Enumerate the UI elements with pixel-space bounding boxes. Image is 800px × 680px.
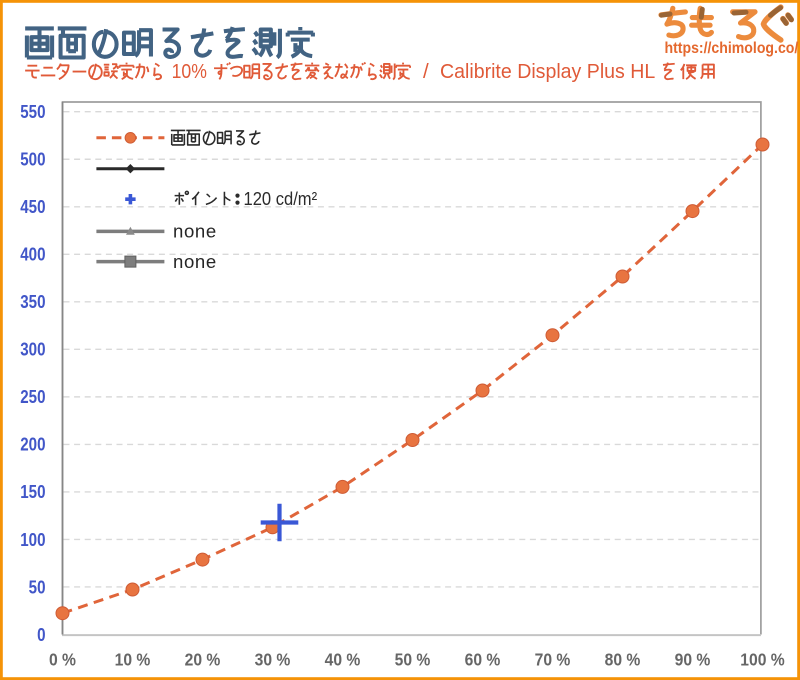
svg-text:https://chimolog.co/: https://chimolog.co/	[665, 40, 799, 57]
svg-text:550: 550	[20, 101, 45, 122]
svg-text:150: 150	[20, 482, 45, 503]
svg-text:70 %: 70 %	[535, 650, 571, 670]
svg-text:0: 0	[37, 624, 45, 645]
svg-text:250: 250	[20, 387, 45, 408]
svg-text:10 %: 10 %	[115, 650, 151, 670]
svg-text:90 %: 90 %	[675, 650, 711, 670]
svg-text:Calibrite Display Plus HL: Calibrite Display Plus HL	[440, 60, 655, 83]
svg-text:300: 300	[20, 339, 45, 360]
svg-text:50 %: 50 %	[395, 650, 431, 670]
svg-text:80 %: 80 %	[605, 650, 641, 670]
svg-text:200: 200	[20, 434, 45, 455]
svg-text:10%: 10%	[172, 61, 207, 84]
svg-text:60 %: 60 %	[465, 650, 501, 670]
svg-text:100: 100	[20, 529, 45, 550]
svg-text:0 %: 0 %	[49, 650, 76, 670]
svg-text:100 %: 100 %	[740, 650, 784, 670]
svg-text:350: 350	[20, 292, 45, 313]
svg-text:/: /	[423, 60, 429, 83]
svg-text:30 %: 30 %	[255, 650, 291, 670]
svg-text:none: none	[173, 221, 217, 242]
svg-text:40 %: 40 %	[325, 650, 361, 670]
svg-text:none: none	[173, 251, 217, 272]
svg-text:20 %: 20 %	[185, 650, 221, 670]
svg-text:120 cd/m²: 120 cd/m²	[244, 188, 318, 209]
svg-text:50: 50	[29, 577, 46, 598]
svg-text:400: 400	[20, 244, 45, 265]
svg-text:500: 500	[20, 149, 45, 170]
svg-text:450: 450	[20, 197, 45, 218]
